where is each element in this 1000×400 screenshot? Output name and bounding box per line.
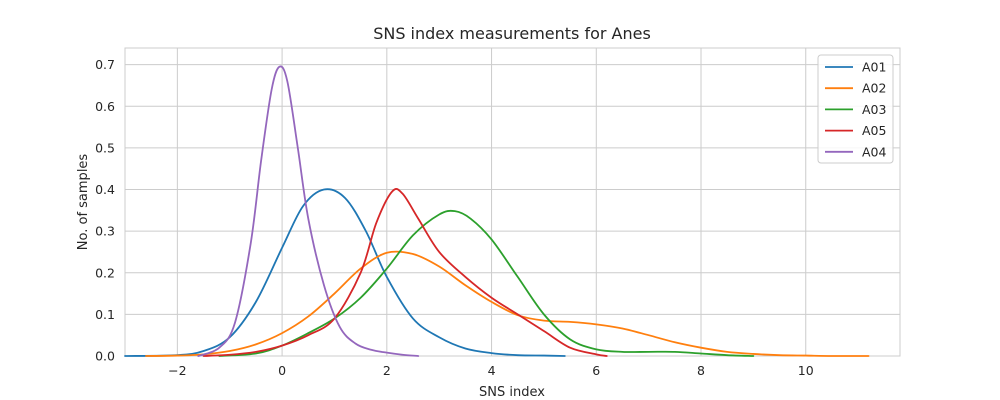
legend-label-a04: A04	[862, 144, 887, 159]
plot-area	[124, 47, 901, 357]
x-tick-label: −2	[168, 363, 186, 378]
y-tick-label: 0.0	[95, 349, 115, 364]
chart-title: SNS index measurements for Anes	[373, 24, 651, 43]
y-tick-label: 0.5	[95, 140, 115, 155]
x-tick-label: 4	[488, 363, 496, 378]
series-line-a05	[202, 188, 608, 357]
series-line-a03	[218, 209, 755, 357]
legend-label-a02: A02	[862, 81, 886, 96]
x-tick-label: 10	[798, 363, 814, 378]
legend-label-a03: A03	[862, 102, 886, 117]
y-axis-label: No. of samples	[76, 154, 91, 251]
legend-label-a01: A01	[862, 60, 886, 75]
y-tick-label: 0.1	[95, 307, 115, 322]
y-tick-label: 0.6	[95, 99, 115, 114]
y-tick-label: 0.2	[95, 265, 115, 280]
grid-layer	[125, 48, 900, 357]
legend: A01 A02 A03 A05 A04	[817, 54, 894, 164]
x-axis-label: SNS index	[479, 385, 545, 400]
series-line-a02	[145, 250, 870, 357]
legend-items: A01 A02 A03 A05 A04	[825, 60, 887, 159]
x-tick-label: 0	[278, 363, 286, 378]
y-tick-label: 0.7	[95, 57, 115, 72]
x-tick-label: 6	[592, 363, 600, 378]
legend-label-a05: A05	[862, 123, 886, 138]
x-tick-label: 2	[383, 363, 391, 378]
series-layer	[124, 65, 870, 357]
y-tick-label: 0.4	[95, 182, 115, 197]
legend-box	[817, 54, 894, 164]
series-line-a04	[197, 65, 420, 357]
y-tick-label: 0.3	[95, 224, 115, 239]
tick-layer: −2 0 2 4 6 8 10 0.0 0.1 0.2 0.3 0.4 0.5 0.6 0.7	[95, 57, 814, 378]
x-tick-label: 8	[697, 363, 705, 378]
